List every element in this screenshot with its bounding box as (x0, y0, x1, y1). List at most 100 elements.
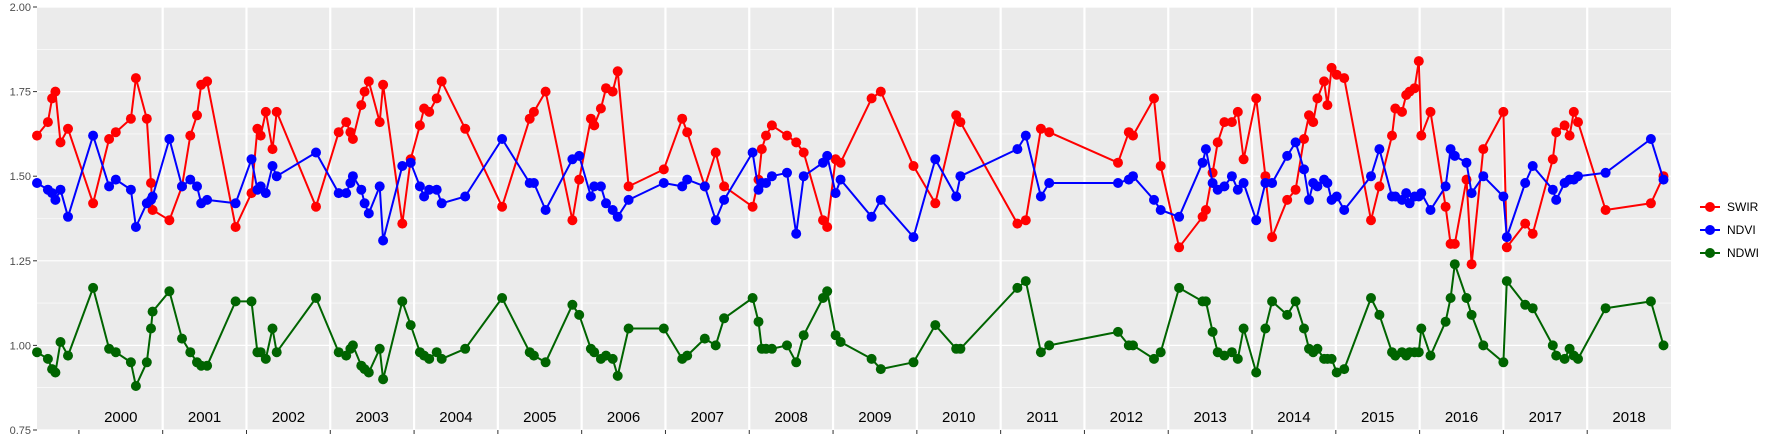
year-label: 2005 (523, 409, 556, 426)
data-point-ndvi (1520, 178, 1531, 188)
data-point-ndwi (1044, 340, 1055, 351)
data-point-swir (1645, 198, 1656, 209)
legend-label: NDVI (1727, 223, 1756, 237)
data-point-swir (567, 215, 578, 226)
data-point-ndwi (497, 293, 508, 303)
data-point-ndvi (1501, 232, 1512, 243)
data-point-ndwi (710, 340, 721, 351)
data-point-swir (1425, 106, 1436, 117)
data-point-ndwi (271, 347, 282, 358)
data-point-ndvi (951, 191, 962, 202)
data-point-swir (710, 147, 721, 158)
data-point-ndwi (1425, 350, 1436, 361)
data-point-swir (1527, 228, 1538, 239)
data-point-ndwi (146, 323, 156, 334)
data-point-swir (374, 117, 385, 128)
data-point-swir (574, 174, 585, 185)
data-point-ndwi (1113, 326, 1123, 337)
data-point-ndwi (230, 296, 241, 307)
data-point-ndvi (405, 157, 416, 168)
data-point-ndwi (1251, 367, 1262, 378)
y-tick-label: 2.00 (10, 2, 31, 14)
data-point-ndvi (1149, 194, 1159, 205)
year-label: 2010 (942, 409, 975, 426)
data-point-ndwi (1155, 347, 1166, 358)
series-layer (32, 56, 1669, 391)
data-point-ndvi (1425, 205, 1436, 215)
data-point-ndvi (658, 178, 669, 188)
data-point-ndvi (267, 161, 278, 171)
data-point-swir (1559, 120, 1570, 131)
data-point-swir (1409, 83, 1420, 94)
data-point-ndwi (347, 340, 358, 351)
data-point-ndvi (130, 222, 141, 232)
data-point-ndvi (271, 171, 282, 182)
data-point-ndvi (1155, 205, 1166, 215)
data-point-ndvi (1466, 188, 1477, 199)
data-point-ndvi (359, 198, 370, 209)
y-tick-label: 1.75 (10, 87, 31, 99)
data-point-swir (1128, 130, 1138, 141)
data-point-swir (791, 137, 802, 148)
data-point-swir (230, 222, 241, 232)
data-point-swir (761, 130, 771, 141)
data-point-ndvi (177, 181, 187, 192)
year-label: 2002 (272, 409, 305, 426)
data-point-ndwi (147, 306, 158, 317)
data-point-ndwi (1413, 347, 1424, 358)
data-point-ndvi (1238, 178, 1249, 188)
data-point-ndvi (1600, 167, 1611, 178)
data-point-ndwi (791, 357, 802, 368)
data-point-ndwi (1600, 303, 1611, 314)
data-point-ndvi (1573, 171, 1583, 182)
data-point-swir (1440, 201, 1451, 212)
data-point-ndvi (164, 134, 175, 144)
data-point-ndvi (397, 161, 408, 171)
data-point-ndvi (601, 198, 611, 209)
data-point-swir (356, 100, 367, 111)
year-label: 2004 (439, 409, 472, 426)
data-point-ndvi (185, 174, 196, 185)
data-point-swir (192, 110, 202, 121)
data-point-swir (1564, 130, 1575, 141)
legend-marker (1705, 248, 1715, 258)
data-point-ndwi (1174, 282, 1185, 293)
data-point-ndvi (1128, 171, 1138, 182)
data-point-swir (63, 123, 73, 134)
data-point-swir (908, 161, 919, 171)
data-point-ndvi (347, 171, 358, 182)
data-point-ndwi (1339, 364, 1350, 375)
data-point-ndvi (55, 184, 66, 195)
data-point-swir (1339, 73, 1350, 84)
data-point-swir (359, 86, 370, 97)
data-point-swir (1035, 123, 1046, 134)
data-point-swir (677, 113, 688, 124)
data-point-swir (1226, 117, 1237, 128)
data-point-ndwi (589, 347, 600, 358)
x-axis: 2000 2001 2002 2003 2004 2005 2006 2007 2008 2009… (78, 409, 1646, 434)
data-point-ndwi (185, 347, 196, 358)
data-point-swir (397, 218, 408, 229)
data-point-ndvi (1449, 150, 1460, 161)
data-point-swir (42, 117, 53, 128)
legend: SWIR NDVI NDWI (1700, 200, 1759, 260)
data-point-ndwi (540, 357, 551, 368)
data-point-ndvi (612, 211, 623, 222)
data-point-swir (1282, 194, 1293, 205)
data-point-swir (1374, 181, 1385, 192)
data-point-swir (1251, 93, 1262, 104)
legend-marker (1705, 202, 1715, 212)
data-point-swir (1319, 76, 1330, 87)
data-point-ndvi (419, 191, 430, 202)
data-point-ndwi (1366, 293, 1376, 303)
data-point-ndvi (50, 194, 61, 205)
data-point-swir (798, 147, 809, 158)
data-point-ndvi (1498, 191, 1509, 202)
data-point-swir (424, 106, 435, 117)
data-point-ndwi (42, 353, 53, 364)
year-label: 2008 (774, 409, 807, 426)
data-point-ndvi (1547, 184, 1558, 195)
data-point-ndvi (710, 215, 721, 226)
data-point-ndwi (875, 364, 886, 375)
data-point-ndwi (460, 343, 471, 354)
